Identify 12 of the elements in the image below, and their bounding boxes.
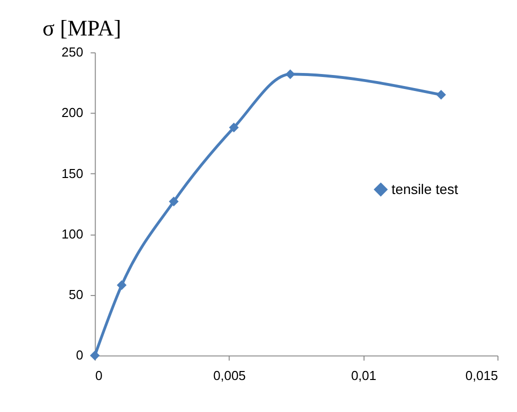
y-tick-label: 100 (62, 226, 84, 242)
x-tick-label: 0,015 (465, 368, 498, 384)
y-tick-label: 0 (76, 348, 84, 363)
y-axis-title: σ [MPA] (42, 16, 122, 41)
x-tick-label: 0,01 (351, 368, 376, 384)
y-tick-label: 250 (62, 44, 84, 60)
x-tick-label: 0,005 (213, 368, 246, 384)
y-tick-label: 150 (62, 166, 84, 181)
y-tick-label: 50 (68, 287, 84, 302)
x-tick-label: 0 (95, 368, 103, 384)
y-tick-label: 200 (62, 105, 84, 120)
legend-label: tensile test (391, 181, 458, 198)
